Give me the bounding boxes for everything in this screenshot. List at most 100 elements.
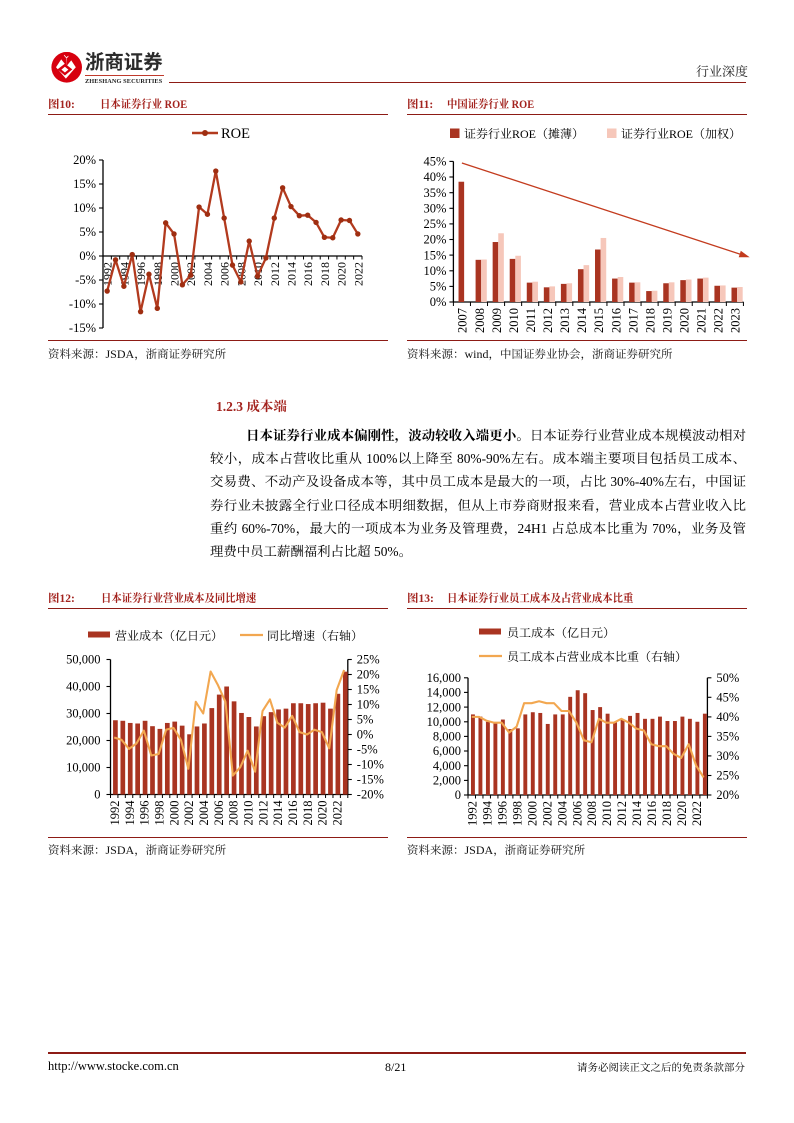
svg-text:-5%: -5% [357, 740, 378, 758]
svg-text:2014: 2014 [283, 262, 300, 286]
svg-text:1992: 1992 [105, 801, 123, 826]
svg-text:35%: 35% [716, 727, 739, 745]
svg-text:2000: 2000 [164, 801, 182, 826]
svg-text:45%: 45% [423, 152, 446, 170]
svg-text:2006: 2006 [209, 801, 227, 826]
svg-text:2010: 2010 [597, 801, 615, 826]
svg-text:1998: 1998 [150, 801, 168, 826]
svg-text:20%: 20% [357, 665, 380, 683]
svg-text:4,000: 4,000 [433, 756, 461, 774]
svg-text:2020: 2020 [675, 308, 693, 333]
svg-text:2018: 2018 [316, 262, 333, 286]
svg-text:2019: 2019 [657, 308, 675, 333]
svg-text:2007: 2007 [453, 308, 471, 333]
svg-text:0%: 0% [430, 292, 447, 310]
svg-text:6,000: 6,000 [433, 741, 461, 759]
svg-text:1996: 1996 [493, 801, 511, 826]
svg-text:2023: 2023 [726, 308, 744, 333]
svg-text:15%: 15% [357, 680, 380, 698]
svg-text:40,000: 40,000 [66, 677, 100, 695]
svg-text:2014: 2014 [627, 800, 645, 826]
svg-text:2014: 2014 [572, 307, 590, 333]
svg-text:2018: 2018 [657, 801, 675, 826]
svg-text:证券行业ROE（摊薄）: 证券行业ROE（摊薄） [464, 125, 584, 142]
svg-text:2012: 2012 [253, 801, 271, 826]
svg-text:10,000: 10,000 [66, 758, 100, 776]
svg-text:1992: 1992 [99, 262, 116, 286]
svg-text:证券行业ROE（加权）: 证券行业ROE（加权） [621, 125, 741, 142]
svg-text:2008: 2008 [224, 801, 242, 826]
svg-text:2009: 2009 [487, 308, 505, 333]
svg-text:员工成本占营业成本比重（右轴）: 员工成本占营业成本比重（右轴） [507, 648, 687, 665]
svg-text:2016: 2016 [606, 308, 624, 333]
svg-text:员工成本（亿日元）: 员工成本（亿日元） [507, 624, 615, 641]
svg-text:5%: 5% [79, 222, 96, 240]
svg-text:2022: 2022 [328, 801, 346, 826]
svg-text:2006: 2006 [216, 262, 233, 286]
svg-text:8,000: 8,000 [433, 727, 461, 745]
svg-text:0%: 0% [357, 725, 374, 743]
svg-text:5%: 5% [357, 710, 374, 728]
svg-text:-20%: -20% [357, 785, 384, 803]
svg-text:35%: 35% [423, 183, 446, 201]
svg-text:2004: 2004 [199, 262, 216, 286]
svg-text:2012: 2012 [266, 262, 283, 286]
svg-text:2013: 2013 [555, 308, 573, 333]
svg-text:2017: 2017 [623, 308, 641, 333]
svg-text:20%: 20% [716, 785, 739, 803]
svg-text:营业成本（亿日元）: 营业成本（亿日元） [115, 627, 223, 644]
svg-text:30%: 30% [423, 199, 446, 217]
svg-text:同比增速（右轴）: 同比增速（右轴） [267, 627, 363, 644]
svg-text:25%: 25% [357, 650, 380, 668]
svg-text:0: 0 [94, 785, 100, 803]
svg-text:40%: 40% [423, 167, 446, 185]
svg-text:2008: 2008 [232, 262, 249, 286]
svg-text:5%: 5% [430, 277, 447, 295]
svg-text:10%: 10% [423, 261, 446, 279]
svg-text:20%: 20% [73, 150, 96, 168]
svg-text:20%: 20% [423, 230, 446, 248]
svg-text:2016: 2016 [642, 801, 660, 826]
svg-text:-10%: -10% [357, 755, 384, 773]
svg-text:50,000: 50,000 [66, 650, 100, 668]
svg-text:2000: 2000 [166, 262, 183, 286]
svg-text:-5%: -5% [75, 270, 96, 288]
svg-text:10,000: 10,000 [427, 712, 461, 730]
svg-text:2002: 2002 [179, 801, 197, 826]
svg-text:ROE: ROE [221, 122, 250, 143]
svg-text:1994: 1994 [478, 800, 496, 826]
svg-text:25%: 25% [716, 766, 739, 784]
svg-text:20,000: 20,000 [66, 731, 100, 749]
svg-text:2016: 2016 [299, 262, 316, 286]
svg-text:30%: 30% [716, 746, 739, 764]
svg-text:2012: 2012 [538, 308, 556, 333]
svg-text:50%: 50% [716, 668, 739, 686]
svg-text:2012: 2012 [612, 801, 630, 826]
svg-text:-10%: -10% [69, 294, 96, 312]
svg-text:15%: 15% [423, 245, 446, 263]
svg-text:2004: 2004 [552, 800, 570, 826]
svg-text:2000: 2000 [522, 801, 540, 826]
svg-text:0: 0 [455, 785, 461, 803]
svg-text:10%: 10% [73, 198, 96, 216]
svg-text:2010: 2010 [504, 308, 522, 333]
svg-text:2008: 2008 [470, 308, 488, 333]
svg-text:30,000: 30,000 [66, 704, 100, 722]
svg-text:1992: 1992 [463, 801, 481, 826]
svg-text:2020: 2020 [333, 262, 350, 286]
svg-text:2020: 2020 [313, 801, 331, 826]
svg-text:-15%: -15% [69, 318, 96, 336]
svg-text:45%: 45% [716, 688, 739, 706]
svg-text:0%: 0% [79, 246, 96, 264]
svg-text:12,000: 12,000 [427, 697, 461, 715]
svg-text:2006: 2006 [567, 801, 585, 826]
svg-text:25%: 25% [423, 214, 446, 232]
svg-text:1994: 1994 [120, 800, 138, 826]
svg-text:40%: 40% [716, 707, 739, 725]
svg-text:2018: 2018 [298, 801, 316, 826]
svg-text:14,000: 14,000 [427, 683, 461, 701]
svg-text:2008: 2008 [582, 801, 600, 826]
svg-text:-15%: -15% [357, 770, 384, 788]
svg-text:2015: 2015 [589, 308, 607, 333]
svg-text:2016: 2016 [283, 801, 301, 826]
